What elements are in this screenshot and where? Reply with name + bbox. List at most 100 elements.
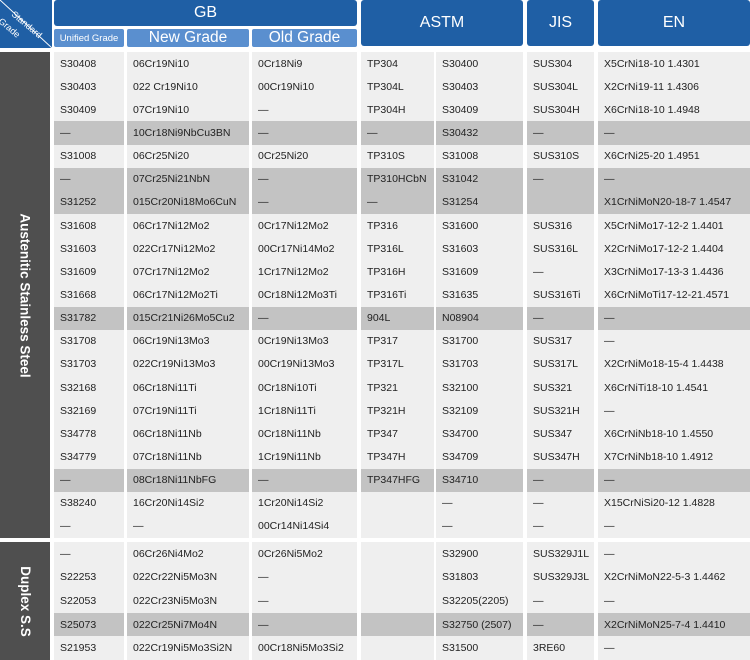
cell-en: X1CrNiMoN20-18-7 1.4547 bbox=[604, 196, 732, 209]
cell-new-grade: 015Cr21Ni26Mo5Cu2 bbox=[133, 312, 235, 325]
cell-astm-uns: S34710 bbox=[442, 474, 479, 487]
cell-jis: — bbox=[533, 595, 544, 607]
cell-astm-pipe: 904L bbox=[367, 312, 391, 325]
column-jis-duplex bbox=[527, 542, 594, 660]
column-astm-a-duplex bbox=[361, 542, 434, 660]
cell-old-grade: 1Cr17Ni12Mo2 bbox=[258, 265, 329, 278]
cell-unified: S25073 bbox=[60, 618, 97, 631]
header-astm: ASTM bbox=[361, 0, 523, 46]
cell-astm-uns: S31635 bbox=[442, 288, 479, 301]
cell-unified: S30403 bbox=[60, 80, 97, 93]
cell-en: X3CrNiMo17-13-3 1.4436 bbox=[604, 265, 724, 278]
row-shade bbox=[54, 468, 124, 492]
cell-en: X6CrNi25-20 1.4951 bbox=[604, 150, 700, 163]
cell-astm-uns: S31008 bbox=[442, 150, 479, 163]
corner-divider bbox=[0, 0, 52, 48]
cell-unified: — bbox=[60, 547, 71, 560]
cell-astm-uns: S31042 bbox=[442, 173, 479, 186]
cell-jis: SUS304H bbox=[533, 103, 580, 116]
cell-new-grade: 07Cr18Ni11Nb bbox=[133, 450, 202, 463]
cell-astm-uns: S32100 bbox=[442, 381, 479, 394]
cell-astm-pipe: TP304L bbox=[367, 80, 404, 93]
cell-en: X7CrNiNb18-10 1.4912 bbox=[604, 450, 714, 463]
cell-old-grade: — bbox=[258, 571, 269, 584]
cell-astm-uns: S30409 bbox=[442, 103, 479, 116]
cell-astm-uns: S31803 bbox=[442, 571, 479, 584]
cell-old-grade: — bbox=[258, 103, 269, 116]
cell-jis: SUS310S bbox=[533, 150, 580, 163]
cell-unified: S31252 bbox=[60, 196, 97, 209]
cell-unified: S22053 bbox=[60, 595, 97, 607]
cell-astm-uns: S31703 bbox=[442, 358, 479, 371]
row-shade bbox=[361, 612, 434, 637]
cell-new-grade: 06Cr17Ni12Mo2Ti bbox=[133, 288, 218, 301]
cell-astm-pipe: TP347 bbox=[367, 427, 398, 440]
cell-unified: — bbox=[60, 126, 71, 139]
cell-jis: — bbox=[533, 126, 544, 139]
group-duplex: Duplex S.S bbox=[0, 542, 50, 660]
cell-jis: SUS317 bbox=[533, 335, 573, 348]
cell-astm-uns: S32900 bbox=[442, 547, 479, 560]
cell-astm-uns: S30400 bbox=[442, 57, 479, 70]
cell-astm-uns: S31609 bbox=[442, 265, 479, 278]
cell-astm-pipe: TP304H bbox=[367, 103, 406, 116]
cell-new-grade: 06Cr18Ni11Ti bbox=[133, 381, 197, 394]
cell-astm-uns: S31500 bbox=[442, 642, 479, 655]
cell-astm-uns: — bbox=[442, 520, 453, 533]
cell-new-grade: 022Cr19Ni5Mo3Si2N bbox=[133, 642, 233, 655]
row-shade bbox=[527, 167, 594, 191]
row-shade bbox=[127, 167, 249, 191]
row-shade bbox=[598, 612, 750, 637]
cell-astm-pipe: TP304 bbox=[367, 57, 398, 70]
cell-jis: — bbox=[533, 497, 544, 510]
cell-old-grade: — bbox=[258, 595, 269, 607]
cell-jis: — bbox=[533, 474, 544, 487]
cell-unified: S31608 bbox=[60, 219, 97, 232]
cell-unified: S34778 bbox=[60, 427, 97, 440]
cell-astm-pipe: TP347H bbox=[367, 450, 406, 463]
cell-astm-pipe: TP347HFG bbox=[367, 474, 421, 487]
cell-new-grade: 08Cr18Ni11NbFG bbox=[133, 474, 217, 487]
cell-jis: — bbox=[533, 618, 544, 631]
cell-astm-pipe: TP316L bbox=[367, 242, 404, 255]
cell-unified: S31609 bbox=[60, 265, 97, 278]
row-shade bbox=[361, 306, 434, 330]
cell-jis: SUS317L bbox=[533, 358, 578, 371]
cell-astm-uns: S31700 bbox=[442, 335, 479, 348]
cell-jis: SUS316L bbox=[533, 242, 578, 255]
cell-unified: — bbox=[60, 173, 71, 186]
cell-old-grade: — bbox=[258, 312, 269, 325]
cell-en: X2CrNiMoN22-5-3 1.4462 bbox=[604, 571, 726, 584]
cell-new-grade: 07Cr17Ni12Mo2 bbox=[133, 265, 210, 278]
cell-en: — bbox=[604, 312, 615, 325]
row-shade bbox=[527, 306, 594, 330]
row-shade bbox=[54, 612, 124, 637]
row-shade bbox=[54, 121, 124, 145]
cell-astm-pipe: TP321 bbox=[367, 381, 398, 394]
row-shade bbox=[252, 612, 357, 637]
cell-jis: SUS347 bbox=[533, 427, 573, 440]
cell-old-grade: 00Cr19Ni10 bbox=[258, 80, 315, 93]
row-shade bbox=[436, 167, 523, 191]
header-new-grade: New Grade bbox=[127, 29, 249, 47]
cell-new-grade: 015Cr20Ni18Mo6CuN bbox=[133, 196, 237, 209]
row-shade bbox=[436, 121, 523, 145]
cell-en: X5CrNiMo17-12-2 1.4401 bbox=[604, 219, 724, 232]
group-austenitic-label: Austenitic Stainless Steel bbox=[17, 212, 33, 378]
cell-new-grade: 06Cr18Ni11Nb bbox=[133, 427, 202, 440]
row-shade bbox=[54, 306, 124, 330]
cell-new-grade: 10Cr18Ni9NbCu3BN bbox=[133, 126, 231, 139]
cell-old-grade: — bbox=[258, 474, 269, 487]
cell-jis: SUS329J3L bbox=[533, 571, 590, 584]
cell-astm-pipe: TP316 bbox=[367, 219, 398, 232]
cell-old-grade: 1Cr19Ni11Nb bbox=[258, 450, 321, 463]
column-unified-duplex bbox=[54, 542, 124, 660]
cell-new-grade: 06Cr25Ni20 bbox=[133, 150, 190, 163]
cell-astm-uns: S30432 bbox=[442, 126, 479, 139]
row-shade bbox=[598, 167, 750, 191]
row-shade bbox=[436, 612, 523, 637]
cell-jis: SUS321 bbox=[533, 381, 573, 394]
cell-new-grade: 022 Cr19Ni10 bbox=[133, 80, 198, 93]
cell-astm-pipe: — bbox=[367, 196, 378, 209]
cell-en: — bbox=[604, 520, 615, 533]
